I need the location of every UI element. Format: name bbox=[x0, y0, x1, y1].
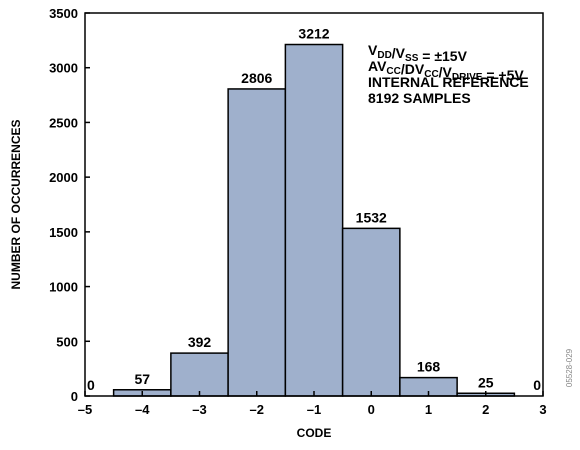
y-tick-label: 500 bbox=[56, 334, 78, 349]
y-tick-label: 2000 bbox=[49, 170, 78, 185]
x-tick-label: 3 bbox=[539, 402, 546, 417]
annotation-line: AVCC/DVCC/VDRIVE = +5V bbox=[368, 58, 524, 83]
data-label-code-3: 0 bbox=[533, 377, 541, 393]
x-tick-label: –4 bbox=[135, 402, 150, 417]
data-label-code-2: 25 bbox=[478, 374, 494, 390]
x-axis-title: CODE bbox=[297, 426, 332, 440]
bar-code-0 bbox=[341, 227, 401, 397]
data-label-code-0: 1532 bbox=[356, 209, 387, 225]
ticks-layer: –5 –4 –3 –2 –1 0 1 2 305001000150020002500300035… bbox=[49, 6, 547, 417]
annotation-segment: V bbox=[368, 42, 378, 58]
data-labels-layer: 0 57 392 2806 3212 1532 168 25 0 bbox=[87, 26, 541, 393]
data-label-code-1: 168 bbox=[417, 359, 441, 375]
annotation-subscript: DD bbox=[377, 50, 391, 61]
x-tick-label: 2 bbox=[482, 402, 489, 417]
y-axis-title: NUMBER OF OCCURRENCES bbox=[9, 119, 23, 289]
y-tick-label: 0 bbox=[71, 389, 78, 404]
annotation-line: INTERNAL REFERENCE bbox=[368, 74, 529, 90]
annotation-subscript: CC bbox=[386, 66, 400, 77]
x-tick-label: 1 bbox=[425, 402, 432, 417]
x-tick-label: –1 bbox=[307, 402, 321, 417]
bar-code--1 bbox=[284, 43, 344, 397]
data-label-code--5: 0 bbox=[87, 377, 95, 393]
y-tick-label: 3000 bbox=[49, 61, 78, 76]
annotation-segment: /V bbox=[392, 45, 406, 61]
y-tick-label: 1500 bbox=[49, 225, 78, 240]
bars-layer bbox=[112, 43, 516, 397]
x-tick-label: –2 bbox=[250, 402, 264, 417]
bar-code--3 bbox=[170, 352, 229, 397]
x-tick-label: –5 bbox=[78, 402, 92, 417]
data-label-code--4: 57 bbox=[134, 371, 150, 387]
data-label-code--1: 3212 bbox=[298, 26, 329, 42]
annotation-segment: /V bbox=[439, 64, 453, 80]
annotation-line: VDD/VSS = ±15V bbox=[368, 42, 468, 64]
data-label-code--3: 392 bbox=[188, 334, 212, 350]
annotation-subscript: SS bbox=[405, 53, 419, 64]
bar-code--2 bbox=[227, 88, 287, 397]
x-tick-label: 0 bbox=[368, 402, 375, 417]
y-tick-label: 1000 bbox=[49, 280, 78, 295]
figure-id: 05528-029 bbox=[565, 348, 574, 387]
annotation-subscript: CC bbox=[424, 69, 438, 80]
annotation-subscript: DRIVE bbox=[452, 72, 483, 83]
annotation-segment: = ±15V bbox=[418, 48, 467, 64]
y-tick-label: 2500 bbox=[49, 115, 78, 130]
annotation-segment: /DV bbox=[401, 61, 425, 77]
annotation-line: 8192 SAMPLES bbox=[368, 90, 471, 106]
annotation-segment: AV bbox=[368, 58, 387, 74]
annotation-segment: 8192 SAMPLES bbox=[368, 90, 471, 106]
annotation-segment: = +5V bbox=[482, 67, 524, 83]
y-tick-label: 3500 bbox=[49, 6, 78, 21]
data-label-code--2: 2806 bbox=[241, 70, 272, 86]
annotation-segment: INTERNAL REFERENCE bbox=[368, 74, 529, 90]
x-tick-label: –3 bbox=[192, 402, 206, 417]
